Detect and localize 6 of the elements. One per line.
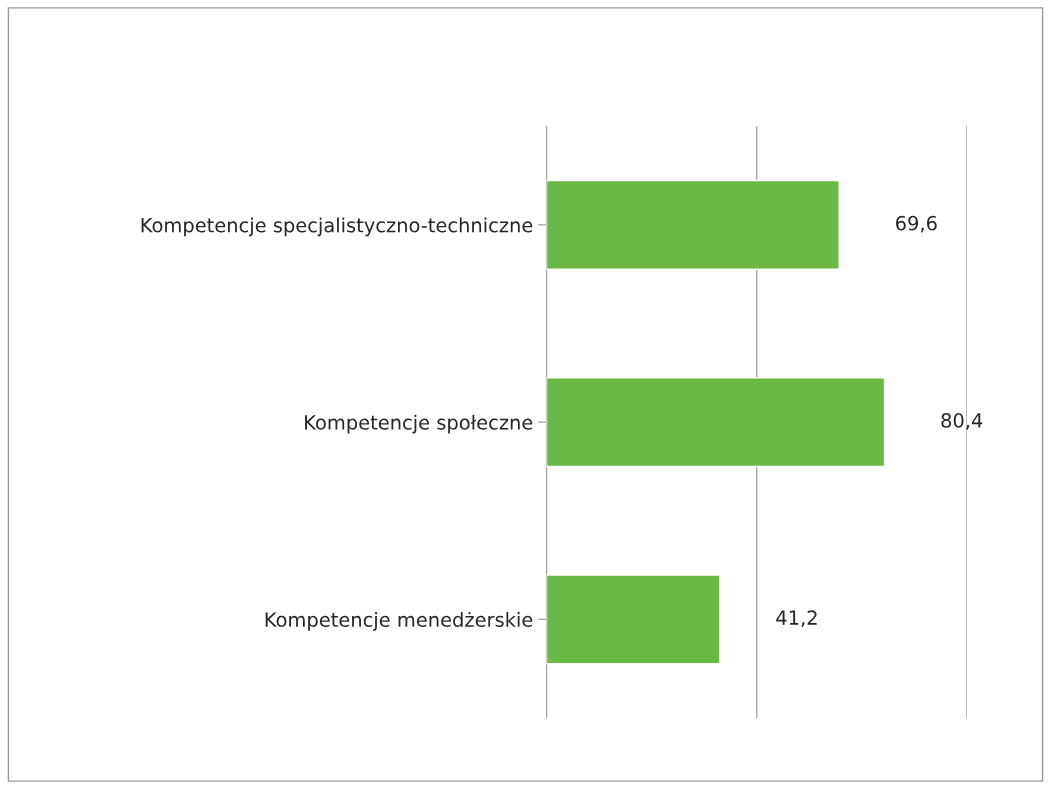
- y-tick-label: Kompetencje specjalistyczno-techniczne: [141, 217, 533, 237]
- data-label: 69,6: [896, 215, 937, 233]
- data-label: 80,4: [941, 413, 983, 430]
- y-tick-label: Kompetencje społeczne: [305, 414, 533, 434]
- data-label: 41,2: [776, 610, 817, 627]
- y-tick-label: Kompetencje menedżerskie: [265, 611, 533, 631]
